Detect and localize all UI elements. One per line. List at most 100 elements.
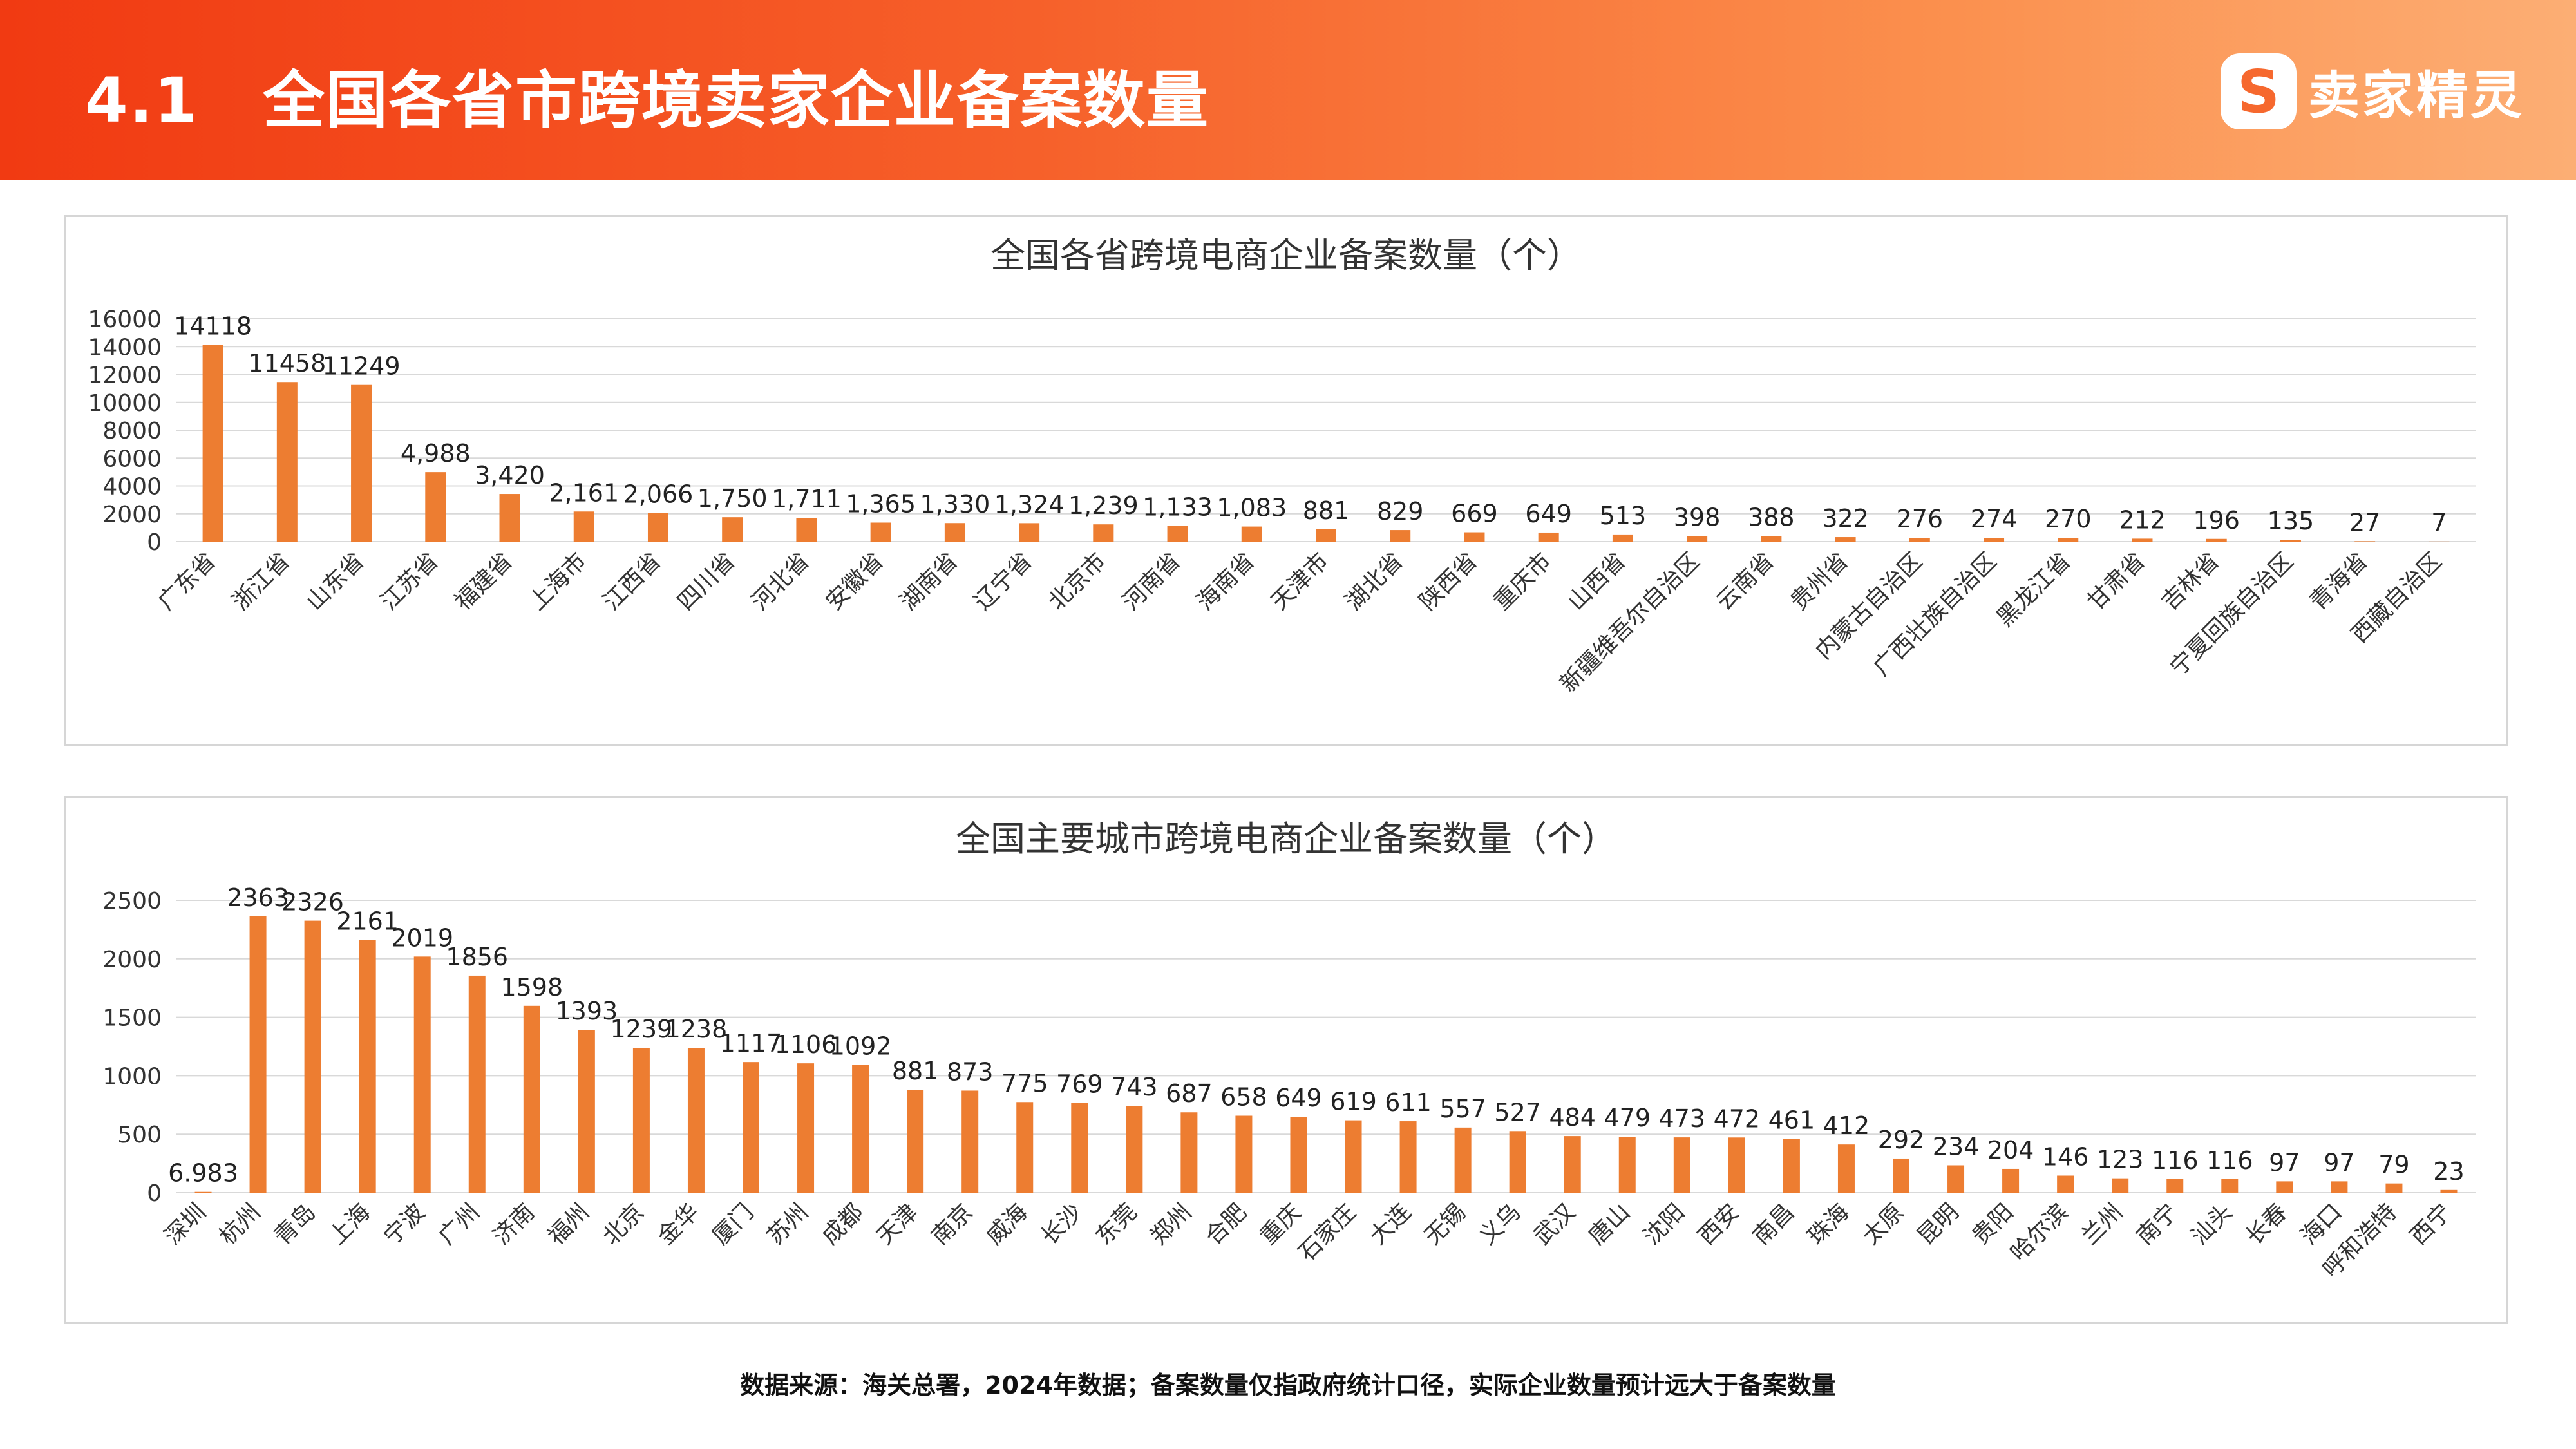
data-label: 484 — [1549, 1103, 1596, 1132]
y-tick-label: 1000 — [102, 1063, 162, 1090]
x-tick-label: 金华 — [652, 1198, 704, 1250]
page-title: 4.1 全国各省市跨境卖家企业备案数量 — [85, 50, 1209, 140]
x-tick-label: 福州 — [543, 1198, 594, 1250]
data-label: 135 — [2268, 507, 2315, 535]
data-label: 2019 — [391, 923, 453, 952]
bar — [796, 517, 817, 542]
header-banner: 4.1 全国各省市跨境卖家企业备案数量 S 卖家精灵 — [0, 0, 2576, 180]
logo-icon: S — [2221, 53, 2297, 129]
bar — [2385, 1183, 2403, 1193]
bar — [1167, 526, 1188, 542]
bar — [304, 920, 321, 1193]
bar — [870, 522, 891, 542]
bar — [413, 956, 431, 1193]
x-tick-label: 苏州 — [762, 1198, 813, 1250]
bar — [2280, 540, 2301, 542]
bar — [1241, 526, 1262, 542]
bar — [1837, 1144, 1855, 1193]
x-tick-label: 青岛 — [269, 1198, 321, 1250]
chart-title: 全国各省跨境电商企业备案数量（个） — [990, 235, 1582, 276]
bar — [1316, 529, 1336, 542]
data-label: 873 — [947, 1057, 994, 1086]
province-bar-chart: 全国各省跨境电商企业备案数量（个）02000400060008000100001… — [88, 235, 2476, 697]
data-label: 6.983 — [168, 1159, 238, 1188]
data-label: 79 — [2378, 1151, 2409, 1179]
x-tick-label: 河北省 — [746, 547, 814, 615]
data-label: 274 — [1971, 505, 2018, 533]
bar — [2112, 1178, 2129, 1193]
y-tick-label: 2000 — [102, 502, 162, 528]
data-label: 1,083 — [1217, 494, 1287, 522]
x-tick-label: 济南 — [488, 1198, 540, 1250]
bar — [1399, 1121, 1417, 1193]
x-tick-label: 深圳 — [160, 1198, 211, 1250]
x-tick-label: 北京 — [598, 1198, 649, 1250]
y-tick-label: 2500 — [102, 888, 162, 914]
x-tick-label: 西安 — [1693, 1198, 1745, 1250]
x-tick-label: 吉林省 — [2157, 547, 2224, 615]
data-label: 473 — [1659, 1104, 1706, 1133]
data-label: 3,420 — [475, 461, 545, 489]
x-tick-label: 南京 — [927, 1198, 978, 1250]
bar — [1509, 1131, 1526, 1193]
x-tick-label: 昆明 — [1912, 1198, 1964, 1250]
data-label: 7 — [2431, 509, 2447, 537]
data-label: 270 — [2045, 505, 2092, 533]
x-tick-label: 厦门 — [707, 1198, 759, 1250]
bar — [2331, 1181, 2348, 1193]
y-tick-label: 14000 — [88, 334, 162, 361]
x-tick-label: 汕头 — [2186, 1198, 2238, 1250]
data-label: 398 — [1674, 503, 1721, 531]
data-label: 1,239 — [1068, 491, 1139, 520]
data-label: 116 — [2206, 1146, 2253, 1175]
x-tick-label: 东莞 — [1091, 1198, 1142, 1250]
y-tick-label: 6000 — [102, 446, 162, 472]
data-label: 2,161 — [549, 478, 619, 507]
bar — [944, 523, 965, 542]
bar — [1019, 523, 1040, 542]
data-label: 619 — [1330, 1088, 1377, 1116]
x-tick-label: 湖南省 — [895, 547, 963, 615]
bar — [2166, 1179, 2184, 1193]
data-label: 1238 — [665, 1015, 728, 1043]
chart-title: 全国主要城市跨境电商企业备案数量（个） — [956, 819, 1616, 859]
bar — [2221, 1179, 2239, 1193]
y-tick-label: 8000 — [102, 418, 162, 444]
data-label: 388 — [1748, 504, 1795, 532]
city-bar-chart: 全国主要城市跨境电商企业备案数量（个） 0 500 1000 1500 2000 2500 6… — [102, 819, 2476, 1283]
x-tick-label: 贵州省 — [1786, 547, 1853, 615]
data-label: 11458 — [248, 349, 326, 377]
data-label: 557 — [1439, 1095, 1486, 1123]
x-tick-label: 武汉 — [1529, 1198, 1580, 1250]
x-tick-label: 湖北省 — [1340, 547, 1408, 615]
data-label: 513 — [1600, 502, 1647, 530]
section-number: 4.1 — [85, 64, 199, 137]
bar — [1093, 524, 1114, 542]
data-label: 123 — [2097, 1146, 2144, 1174]
data-label: 212 — [2119, 506, 2166, 534]
y-tick-label: 16000 — [88, 307, 162, 333]
bar — [1783, 1139, 1800, 1193]
x-tick-label: 杭州 — [214, 1198, 266, 1250]
data-label: 2161 — [336, 907, 399, 936]
bar — [1345, 1120, 1362, 1193]
data-label: 234 — [1933, 1133, 1980, 1161]
data-label: 743 — [1111, 1073, 1158, 1101]
bar — [1947, 1165, 1965, 1193]
bar — [194, 1191, 212, 1193]
x-tick-label: 唐山 — [1584, 1198, 1635, 1250]
bar — [2206, 538, 2227, 542]
bar — [578, 1030, 595, 1193]
data-label: 1,711 — [772, 485, 842, 513]
x-tick-label: 威海 — [981, 1198, 1033, 1250]
bar — [852, 1065, 869, 1193]
bar — [499, 494, 520, 542]
bar — [2002, 1168, 2020, 1193]
bar — [1673, 1137, 1690, 1193]
bar — [2057, 1175, 2074, 1193]
data-label: 669 — [1451, 500, 1498, 528]
bar — [1464, 532, 1485, 542]
data-label: 1117 — [720, 1029, 782, 1057]
bar — [1390, 530, 1411, 542]
x-tick-label: 合肥 — [1200, 1198, 1252, 1250]
